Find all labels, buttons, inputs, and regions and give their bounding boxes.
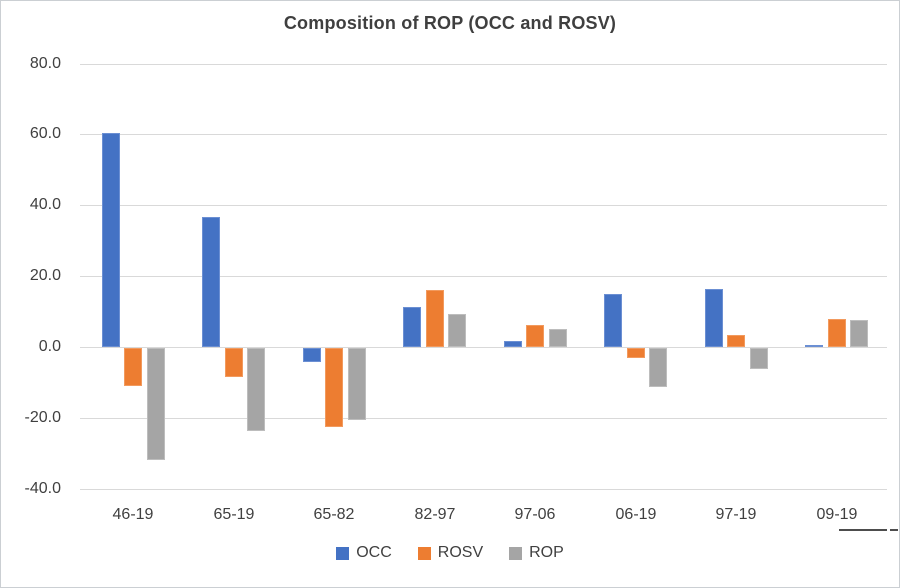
bar-rop-82-97 bbox=[448, 314, 466, 347]
legend-swatch-rop bbox=[509, 546, 523, 560]
bar-rop-06-19 bbox=[649, 348, 667, 387]
x-axis-label-09-19: 09-19 bbox=[816, 506, 858, 523]
legend-label: ROP bbox=[529, 544, 564, 561]
gridline-y-60.0 bbox=[80, 134, 887, 135]
legend-label: ROSV bbox=[437, 544, 484, 561]
x-axis-label-65-19: 65-19 bbox=[213, 506, 255, 523]
bar-rosv-46-19 bbox=[124, 348, 142, 386]
legend-swatch-rosv bbox=[417, 546, 431, 560]
gridline-y-40.0 bbox=[80, 205, 887, 206]
spreadsheet-edge-artifact bbox=[839, 529, 887, 531]
bar-rosv-65-19 bbox=[225, 348, 243, 377]
gridline-y-80.0 bbox=[80, 64, 887, 65]
y-axis-tick-label: 40.0 bbox=[29, 196, 61, 213]
y-axis-tick-label: 80.0 bbox=[29, 55, 61, 72]
bar-rop-65-82 bbox=[348, 348, 366, 420]
y-axis-tick-label: -20.0 bbox=[24, 409, 61, 426]
bar-rop-09-19 bbox=[850, 320, 868, 347]
legend-item-occ: OCC bbox=[336, 544, 392, 562]
bar-rosv-06-19 bbox=[627, 348, 645, 358]
bar-rosv-82-97 bbox=[426, 290, 444, 347]
bar-occ-82-97 bbox=[403, 307, 421, 347]
spreadsheet-edge-artifact bbox=[890, 529, 898, 531]
bar-rop-97-19 bbox=[750, 348, 768, 369]
x-axis-label-06-19: 06-19 bbox=[615, 506, 657, 523]
x-axis-label-97-19: 97-19 bbox=[715, 506, 757, 523]
gridline-y--40.0 bbox=[80, 489, 887, 490]
bar-rop-46-19 bbox=[147, 348, 165, 460]
y-axis-tick-label: 60.0 bbox=[29, 125, 61, 142]
bar-occ-97-19 bbox=[705, 289, 723, 347]
gridline-y--20.0 bbox=[80, 418, 887, 419]
x-axis-label-65-82: 65-82 bbox=[313, 506, 355, 523]
chart-title: Composition of ROP (OCC and ROSV) bbox=[283, 13, 617, 33]
bar-rop-97-06 bbox=[549, 329, 567, 347]
bar-occ-46-19 bbox=[102, 133, 120, 347]
gridline-y-20.0 bbox=[80, 276, 887, 277]
bar-rosv-97-06 bbox=[526, 325, 544, 347]
bar-rosv-09-19 bbox=[828, 319, 846, 347]
y-axis-tick-label: 20.0 bbox=[29, 267, 61, 284]
bar-occ-06-19 bbox=[604, 294, 622, 347]
bar-rop-65-19 bbox=[247, 348, 265, 431]
legend: OCC ROSV ROP bbox=[1, 544, 899, 562]
gridline-y-0.0 bbox=[80, 347, 887, 348]
x-axis-label-97-06: 97-06 bbox=[514, 506, 556, 523]
legend-swatch-occ bbox=[336, 546, 350, 560]
bar-occ-09-19 bbox=[805, 345, 823, 347]
legend-item-rop: ROP bbox=[509, 544, 564, 562]
bar-rosv-65-82 bbox=[325, 348, 343, 427]
y-axis-tick-label: 0.0 bbox=[38, 338, 61, 355]
bar-occ-65-19 bbox=[202, 217, 220, 347]
bar-occ-97-06 bbox=[504, 341, 522, 347]
x-axis-label-46-19: 46-19 bbox=[112, 506, 154, 523]
x-axis-label-82-97: 82-97 bbox=[414, 506, 456, 523]
y-axis-tick-label: -40.0 bbox=[24, 480, 61, 497]
bar-rosv-97-19 bbox=[727, 335, 745, 347]
bar-occ-65-82 bbox=[303, 348, 321, 362]
legend-label: OCC bbox=[356, 544, 392, 561]
legend-item-rosv: ROSV bbox=[417, 544, 484, 562]
